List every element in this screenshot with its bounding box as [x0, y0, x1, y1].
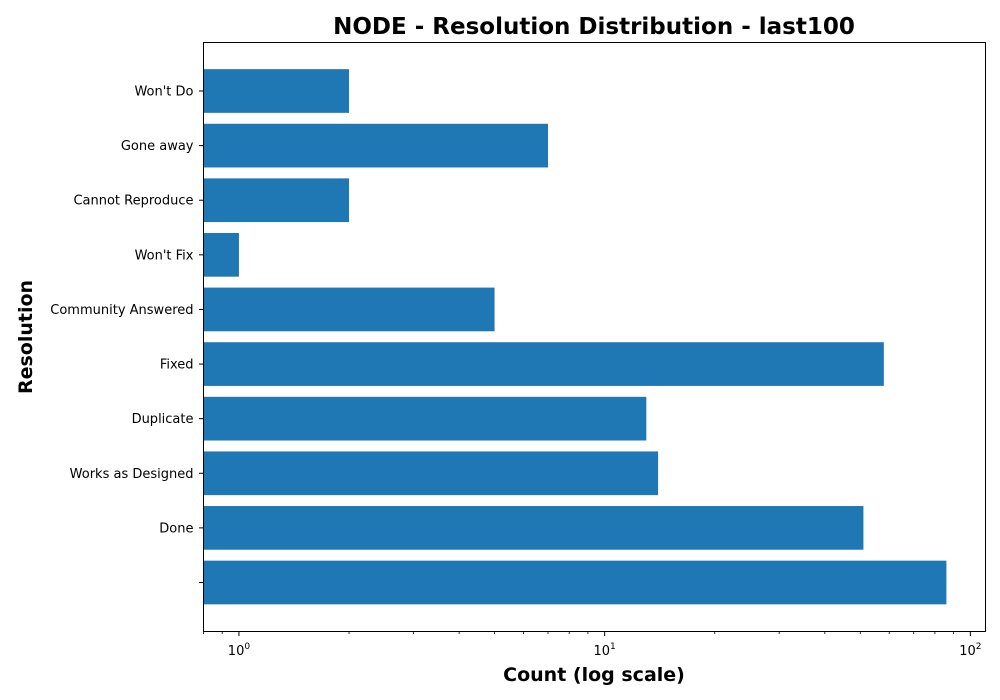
bar-fixed	[203, 342, 884, 386]
y-tick-label: Cannot Reproduce	[73, 194, 193, 209]
bar-blank-0	[203, 560, 947, 605]
x-axis-label: Count (log scale)	[503, 664, 685, 686]
y-tick-label: Gone away	[121, 139, 194, 154]
bar-done	[203, 506, 864, 550]
y-tick-label: Works as Designed	[70, 467, 194, 482]
bar-won-t-fix	[203, 232, 239, 277]
y-ticks-layer: Done Works as Designed Duplicate Fixed Commu…	[50, 85, 204, 583]
y-tick-label: Won't Fix	[135, 248, 194, 263]
bar-community-answered	[203, 287, 495, 332]
y-tick-label: Won't Do	[134, 85, 193, 100]
y-tick-label: Fixed	[160, 358, 194, 373]
y-tick-label: Community Answered	[50, 303, 193, 318]
plot-frame	[203, 42, 986, 632]
x-tick-exponent: 0	[244, 642, 250, 652]
x-tick-base: 10	[594, 644, 611, 659]
x-tick-label: 100	[228, 642, 251, 659]
bar-won-t-do	[203, 69, 350, 113]
x-tick-base: 10	[959, 644, 976, 659]
x-ticks-layer: 100 101 102	[203, 631, 982, 659]
bar-cannot-reproduce	[203, 178, 350, 223]
x-tick-label: 101	[594, 642, 616, 659]
y-tick-label: Duplicate	[132, 412, 194, 427]
x-tick-label: 102	[959, 642, 981, 659]
bar-gone-away	[203, 123, 549, 168]
bar-duplicate	[203, 396, 647, 441]
y-axis-label: Resolution	[15, 280, 37, 394]
x-tick-exponent: 1	[610, 642, 616, 652]
y-tick-label: Done	[159, 521, 193, 536]
bar-works-as-designed	[203, 451, 659, 496]
x-tick-exponent: 2	[976, 642, 982, 652]
chart-title: NODE - Resolution Distribution - last100	[333, 14, 855, 40]
bars-layer	[203, 69, 947, 605]
x-tick-base: 10	[228, 644, 245, 659]
